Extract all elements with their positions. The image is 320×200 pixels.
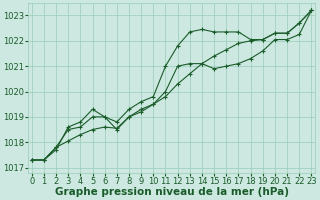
X-axis label: Graphe pression niveau de la mer (hPa): Graphe pression niveau de la mer (hPa) xyxy=(55,187,289,197)
